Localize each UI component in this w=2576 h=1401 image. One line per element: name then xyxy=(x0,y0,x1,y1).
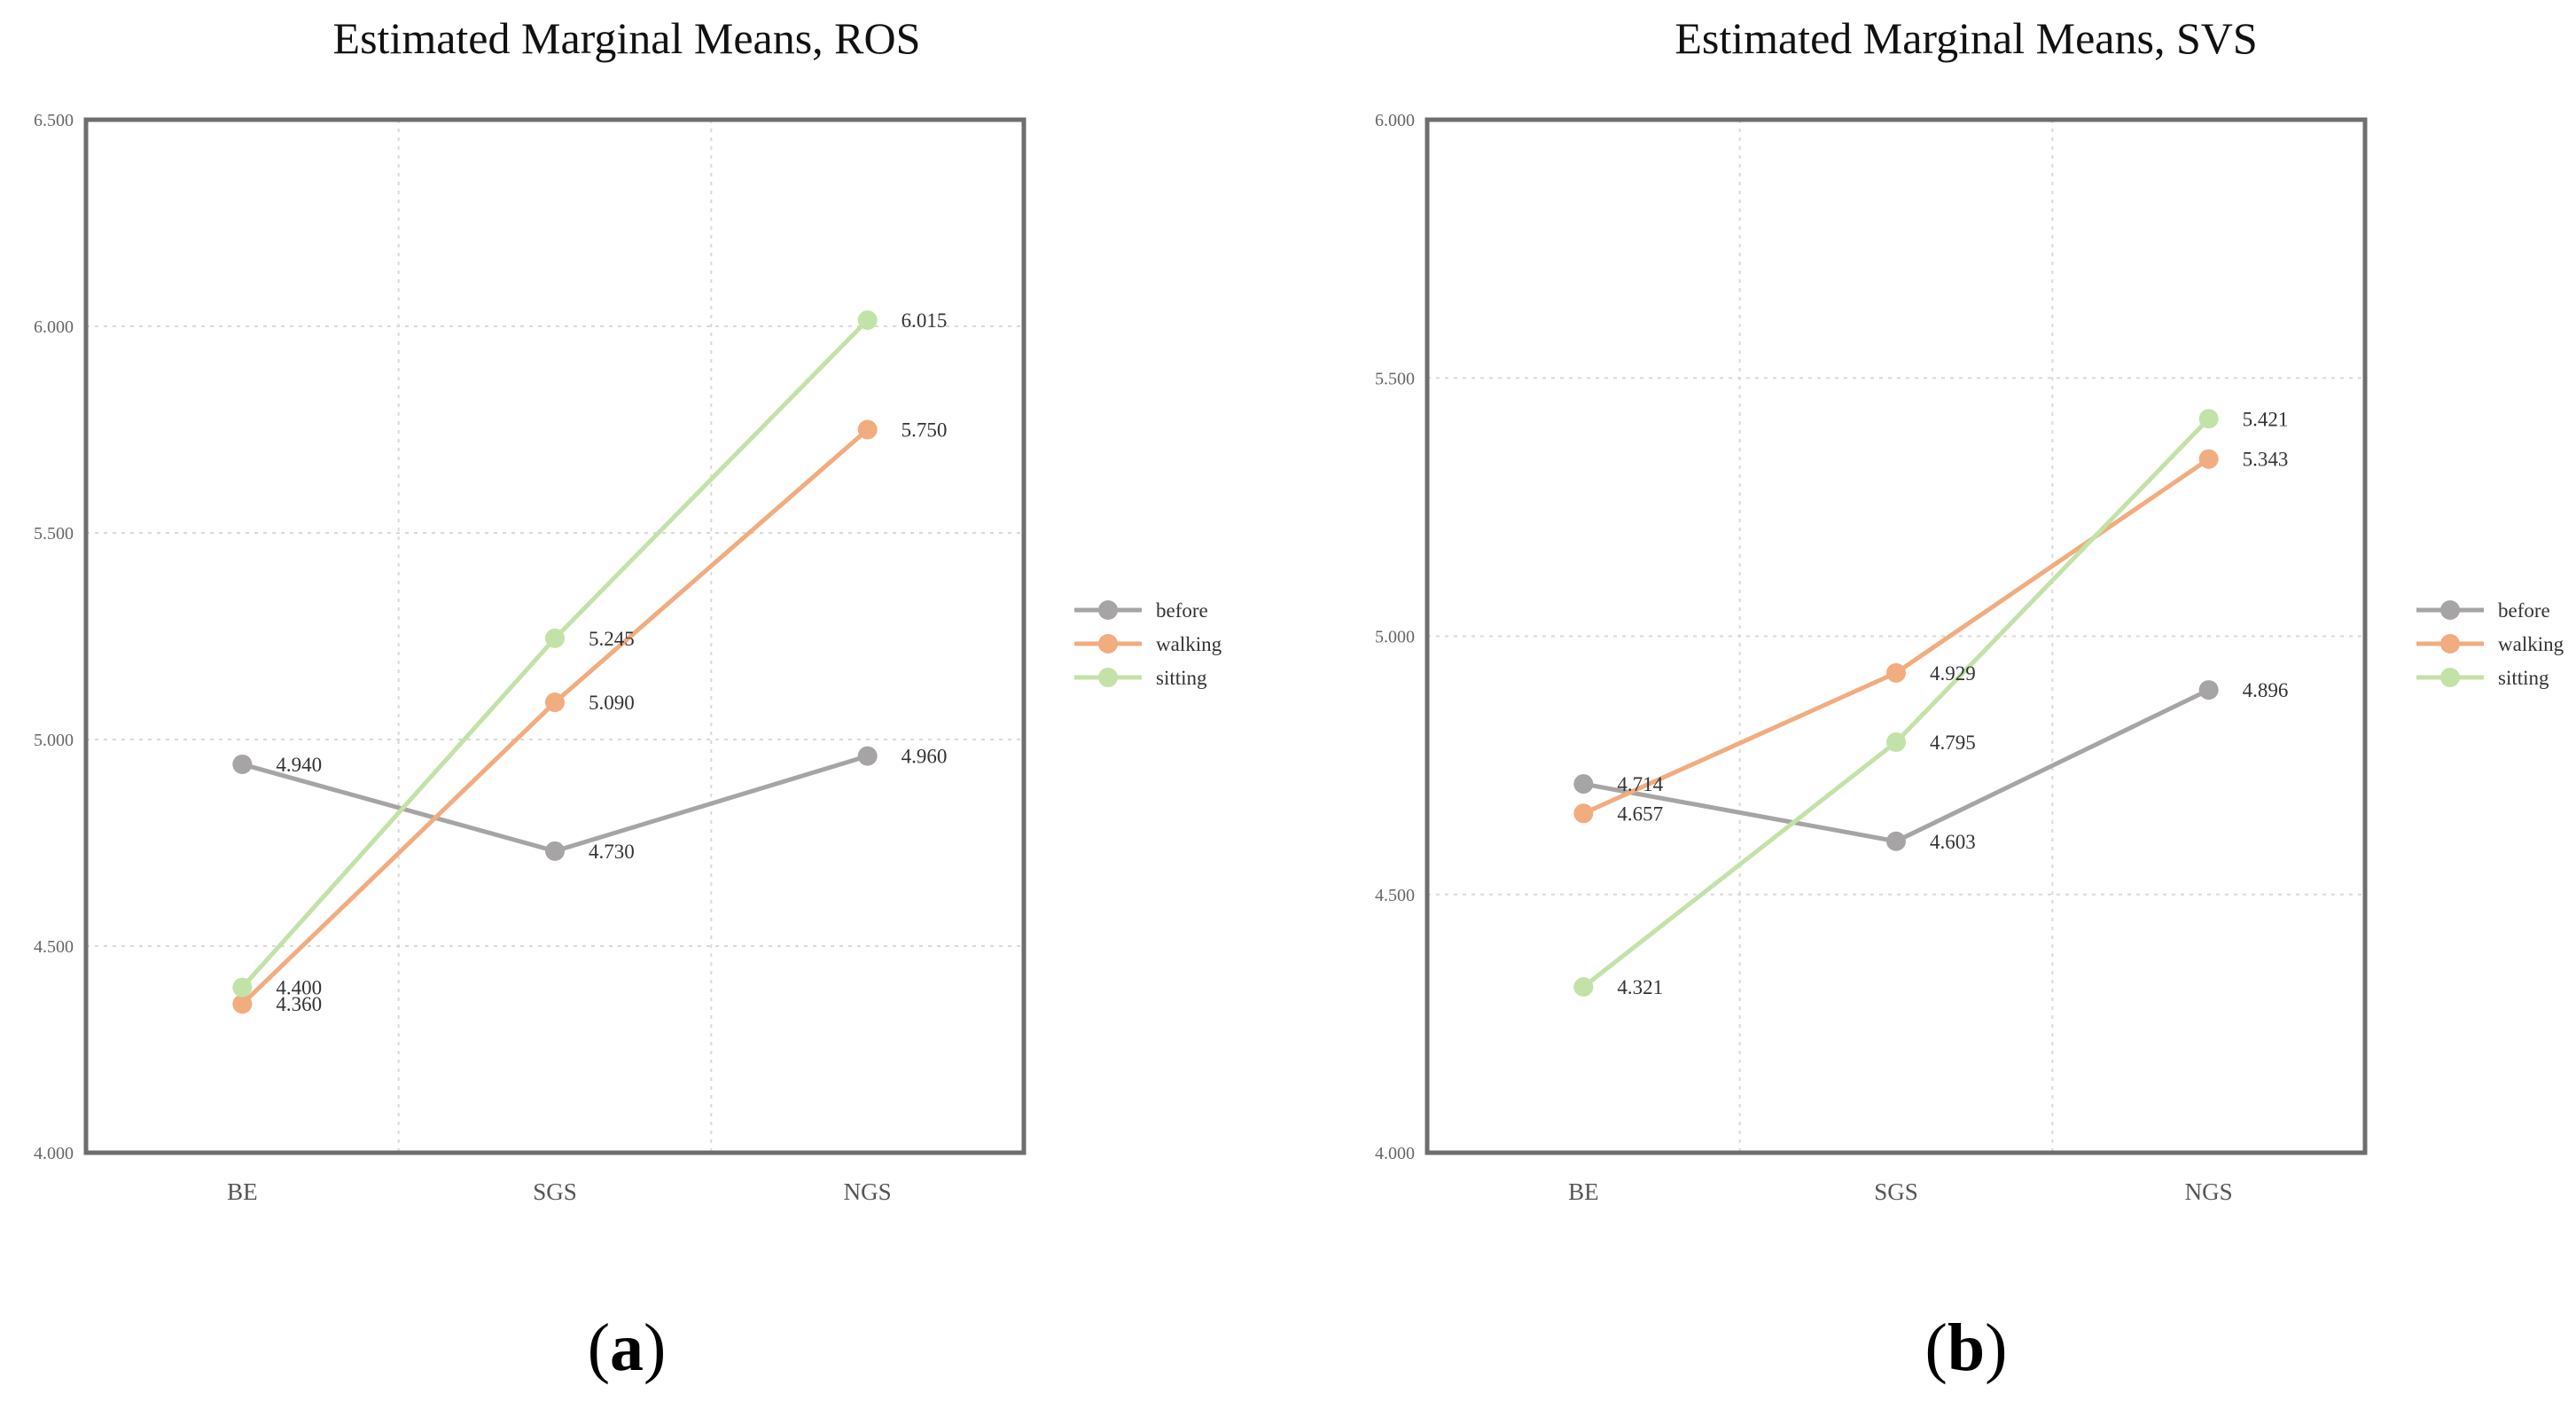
y-tick-label: 5.000 xyxy=(34,731,74,750)
chart-b: Estimated Marginal Means, SVS 4.000 4.500 5… xyxy=(1375,13,2564,1385)
data-point-walking xyxy=(857,419,878,440)
plot-frame xyxy=(83,117,1026,1155)
data-label-walking: 5.090 xyxy=(589,692,635,714)
data-label-before: 4.730 xyxy=(589,841,635,863)
y-tick-label: 4.500 xyxy=(1375,886,1415,905)
x-tick-label: SGS xyxy=(1874,1178,1918,1205)
data-label-walking: 4.929 xyxy=(1930,662,1976,685)
data-label-sitting: 5.421 xyxy=(2243,408,2289,430)
data-point-walking xyxy=(232,994,253,1014)
data-point-before xyxy=(1886,831,1906,851)
legend-marker-sitting xyxy=(2440,668,2460,687)
legend-marker-walking xyxy=(1098,634,1118,654)
series-line-before xyxy=(241,754,869,854)
legend-label-sitting: sitting xyxy=(2498,667,2549,689)
panel-label: (a) xyxy=(588,1311,667,1385)
data-label-walking: 5.343 xyxy=(2243,449,2289,471)
data-label-before: 4.896 xyxy=(2243,679,2289,701)
series-line-sitting xyxy=(240,318,870,990)
data-point-sitting xyxy=(1573,977,1594,998)
x-tick-label: BE xyxy=(1568,1178,1599,1205)
data-label-walking: 4.657 xyxy=(1617,802,1663,825)
data-point-sitting xyxy=(1886,732,1906,752)
y-tick-label: 4.000 xyxy=(34,1144,74,1163)
panel-label: (b) xyxy=(1925,1311,2008,1385)
data-label-sitting: 6.015 xyxy=(902,309,948,332)
legend-marker-before xyxy=(1098,600,1118,620)
legend-label-before: before xyxy=(2498,599,2550,622)
data-point-walking xyxy=(1886,662,1906,683)
data-point-before xyxy=(857,746,878,766)
data-point-before xyxy=(232,754,253,774)
y-tick-label: 5.500 xyxy=(34,524,74,544)
plot-frame xyxy=(1425,117,2368,1155)
series-line-before xyxy=(1582,687,2210,844)
y-tick-label: 6.000 xyxy=(34,317,74,337)
data-label-sitting: 4.321 xyxy=(1617,976,1663,998)
data-point-walking xyxy=(545,693,565,713)
legend-marker-walking xyxy=(2440,634,2460,654)
data-label-before: 4.714 xyxy=(1617,773,1663,795)
legend-label-walking: walking xyxy=(1156,633,1222,655)
data-label-sitting: 4.795 xyxy=(1930,732,1976,754)
data-point-walking xyxy=(2198,449,2219,469)
y-tick-label: 5.500 xyxy=(1375,369,1415,388)
data-label-before: 4.960 xyxy=(902,746,948,768)
chart-title: Estimated Marginal Means, SVS xyxy=(1674,13,2257,63)
data-point-before xyxy=(2198,680,2219,700)
y-tick-label: 4.000 xyxy=(1375,1144,1415,1163)
x-tick-label: NGS xyxy=(2185,1178,2233,1205)
x-tick-label: SGS xyxy=(533,1178,577,1205)
data-point-sitting xyxy=(232,977,253,998)
legend-label-before: before xyxy=(1156,599,1208,622)
legend-label-walking: walking xyxy=(2498,633,2564,655)
data-point-sitting xyxy=(2198,409,2219,429)
y-tick-label: 4.500 xyxy=(34,937,74,957)
chart-a: Estimated Marginal Means, ROS 4.000 4.500 5… xyxy=(34,13,1222,1385)
data-label-sitting: 5.245 xyxy=(589,628,635,650)
y-tick-label: 6.000 xyxy=(1375,111,1415,130)
x-tick-label: BE xyxy=(227,1178,258,1205)
x-tick-label: NGS xyxy=(844,1178,892,1205)
data-label-walking: 4.360 xyxy=(276,993,322,1015)
legend: before walking sitting xyxy=(1074,599,1222,689)
series-line-walking xyxy=(240,427,870,1006)
data-label-before: 4.603 xyxy=(1930,831,1976,853)
y-tick-label: 5.000 xyxy=(1375,628,1415,647)
series-line-sitting xyxy=(1581,417,2211,989)
chart-title: Estimated Marginal Means, ROS xyxy=(333,13,921,63)
data-point-walking xyxy=(1573,803,1594,824)
data-point-before xyxy=(545,841,565,861)
legend-marker-before xyxy=(2440,600,2460,620)
data-point-before xyxy=(1573,774,1594,794)
legend: before walking sitting xyxy=(2416,599,2564,689)
data-label-sitting: 4.400 xyxy=(276,977,322,999)
data-point-sitting xyxy=(545,628,565,648)
legend-marker-sitting xyxy=(1098,668,1118,687)
data-label-walking: 5.750 xyxy=(902,419,948,442)
data-label-before: 4.940 xyxy=(276,754,322,776)
y-tick-label: 6.500 xyxy=(34,111,74,130)
data-point-sitting xyxy=(857,310,878,331)
legend-label-sitting: sitting xyxy=(1156,667,1207,689)
